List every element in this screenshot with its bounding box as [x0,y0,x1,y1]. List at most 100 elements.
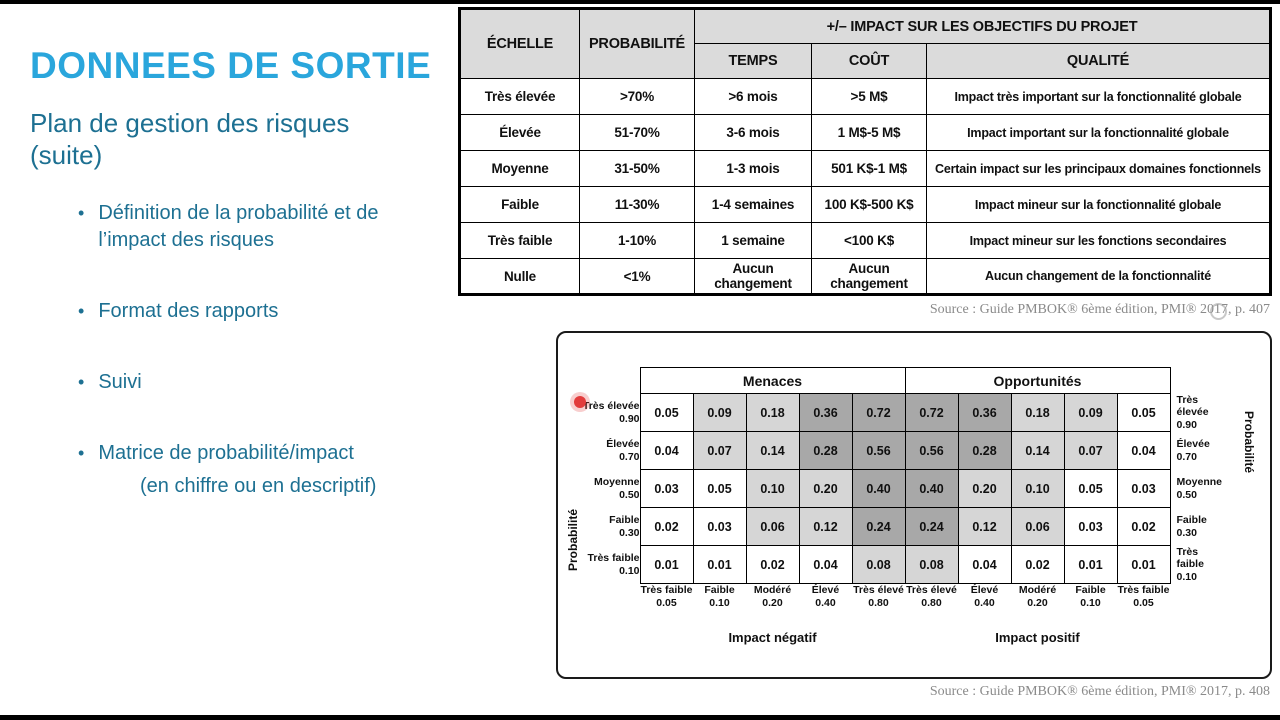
matrix-value-row: Faible 0.30 0.02 0.03 0.06 0.12 0.24 0.24 0.12 0.… [582,507,1228,546]
table-row: Faible 11-30% 1-4 semaines 100 K$-500 K$ Imp… [459,186,1271,223]
opportunities-header: Opportunités [904,367,1171,394]
list-item: • Format des rapports [30,298,450,325]
opportunity-score-cell: 0.04 [957,545,1012,584]
probability-row-label-right: Élevée 0.70 [1176,437,1210,463]
threat-score-cell: 0.05 [639,393,694,432]
impact-column-label: Faible 0.10 [1075,584,1106,610]
matrix-value-row: Moyenne 0.50 0.03 0.05 0.10 0.20 0.40 0.40 0.20 0… [582,469,1228,508]
page-title: DONNEES DE SORTIE [30,45,432,86]
negative-impact-label: Impact négatif [728,630,817,645]
probability-row-label: Élevée 0.70 [606,437,640,463]
opportunity-score-cell: 0.10 [1010,469,1065,508]
opportunity-score-cell: 0.56 [904,431,959,470]
opportunity-score-cell: 0.24 [904,507,959,546]
table-cell: Faible [459,186,580,223]
table-cell: Impact mineur sur les fonctions secondai… [926,222,1271,259]
threat-score-cell: 0.72 [851,393,906,432]
table-row: Moyenne 31-50% 1-3 mois 501 K$-1 M$ Certain … [459,150,1271,187]
threat-score-cell: 0.06 [745,507,800,546]
matrix-axis-title-row: Impact négatif Impact positif [582,624,1228,652]
table-row: Nulle <1% Aucun changement Aucun changement… [459,258,1271,295]
impact-column-label: Très élevé 0.80 [906,584,957,610]
sub-bullet-text: (en chiffre ou en descriptif) [140,474,377,497]
bullet-text: Suivi [98,370,142,393]
probability-row-label-right: Très faible 0.10 [1176,545,1204,583]
table-cell: Aucun changement [694,258,812,295]
threat-score-cell: 0.04 [798,545,853,584]
table-cell: Nulle [459,258,580,295]
opportunity-score-cell: 0.05 [1063,469,1118,508]
opportunity-score-cell: 0.01 [1063,545,1118,584]
impact-column-label: Très faible 0.05 [640,584,693,610]
bullet-icon: • [78,442,85,463]
table-cell: <100 K$ [811,222,927,259]
bullet-text: Définition de la probabilité et de l’imp… [98,201,379,251]
table-cell: 100 K$-500 K$ [811,186,927,223]
col-header-cout: COÛT [811,43,927,79]
probability-impact-matrix: Probabilité Probabilité Menaces Opportuni… [556,331,1272,679]
opportunity-score-cell: 0.40 [904,469,959,508]
probability-axis-label-left: Probabilité [566,508,580,571]
opportunity-score-cell: 0.05 [1116,393,1171,432]
threat-score-cell: 0.01 [639,545,694,584]
impact-column-label: Très faible 0.05 [1117,584,1170,610]
source-note-pmbok-408: Source : Guide PMBOK® 6ème édition, PMI®… [929,684,1270,699]
table-row: Très faible 1-10% 1 semaine <100 K$ Impact m… [459,222,1271,259]
opportunity-score-cell: 0.02 [1116,507,1171,546]
slide-subtitle: Plan de gestion des risques (suite) [30,107,350,171]
threat-score-cell: 0.07 [692,431,747,470]
threat-score-cell: 0.12 [798,507,853,546]
opportunity-score-cell: 0.09 [1063,393,1118,432]
threat-score-cell: 0.18 [745,393,800,432]
matrix-header-row: Menaces Opportunités [582,367,1228,394]
threat-score-cell: 0.28 [798,431,853,470]
opportunity-score-cell: 0.08 [904,545,959,584]
threat-score-cell: 0.20 [798,469,853,508]
threat-score-cell: 0.14 [745,431,800,470]
table-cell: Certain impact sur les principaux domain… [926,150,1271,187]
bullet-list: • Définition de la probabilité et de l’i… [30,200,450,467]
matrix-impact-label-row: Très faible 0.05 Faible 0.10 Modéré 0.20 Élevé… [582,584,1228,624]
threat-score-cell: 0.01 [692,545,747,584]
matrix-corner [582,584,640,624]
opportunity-score-cell: 0.72 [904,393,959,432]
col-header-echelle: ÉCHELLE [459,8,580,79]
opportunity-score-cell: 0.04 [1116,431,1171,470]
opportunity-score-cell: 0.01 [1116,545,1171,584]
opportunity-score-cell: 0.28 [957,431,1012,470]
probability-row-label: Faible 0.30 [609,513,640,539]
threat-score-cell: 0.05 [692,469,747,508]
bullet-icon: • [78,300,85,321]
matrix-value-row: Très faible 0.10 0.01 0.01 0.02 0.04 0.08 0.08 0… [582,545,1228,584]
threat-score-cell: 0.36 [798,393,853,432]
impact-column-label: Élevé 0.40 [970,584,999,610]
scale-table-header: ÉCHELLE PROBABILITÉ +/– IMPACT SUR LES O… [459,8,1271,79]
threat-score-cell: 0.40 [851,469,906,508]
impact-column-label: Élevé 0.40 [811,584,840,610]
table-cell: Moyenne [459,150,580,187]
table-cell: Aucun changement de la fonctionnalité [926,258,1271,295]
list-item: • Définition de la probabilité et de l’i… [30,200,450,254]
cursor-ring [1210,303,1227,320]
impact-column-label: Très élevé 0.80 [853,584,904,610]
matrix-corner [582,624,640,652]
impact-column-label: Modéré 0.20 [1018,584,1057,610]
probability-row-label-right: Faible 0.30 [1176,513,1207,539]
bullet-text: Matrice de probabilité/impact [98,441,354,464]
scale-table-body: Très élevée >70% >6 mois >5 M$ Impact très i… [459,78,1271,295]
threat-score-cell: 0.03 [692,507,747,546]
table-cell: 1-4 semaines [694,186,812,223]
letterbox-bottom [0,715,1280,720]
bullet-icon: • [78,371,85,392]
col-header-probabilite: PROBABILITÉ [579,8,695,79]
opportunity-score-cell: 0.36 [957,393,1012,432]
opportunity-score-cell: 0.07 [1063,431,1118,470]
threat-score-cell: 0.56 [851,431,906,470]
table-cell: Aucun changement [811,258,927,295]
source-note-pmbok-407: Source : Guide PMBOK® 6ème édition, PMI®… [929,302,1270,317]
opportunity-score-cell: 0.18 [1010,393,1065,432]
impact-column-label: Faible 0.10 [704,584,735,610]
matrix-corner [1170,368,1228,394]
threat-score-cell: 0.04 [639,431,694,470]
risk-scale-table: ÉCHELLE PROBABILITÉ +/– IMPACT SUR LES O… [458,7,1272,296]
